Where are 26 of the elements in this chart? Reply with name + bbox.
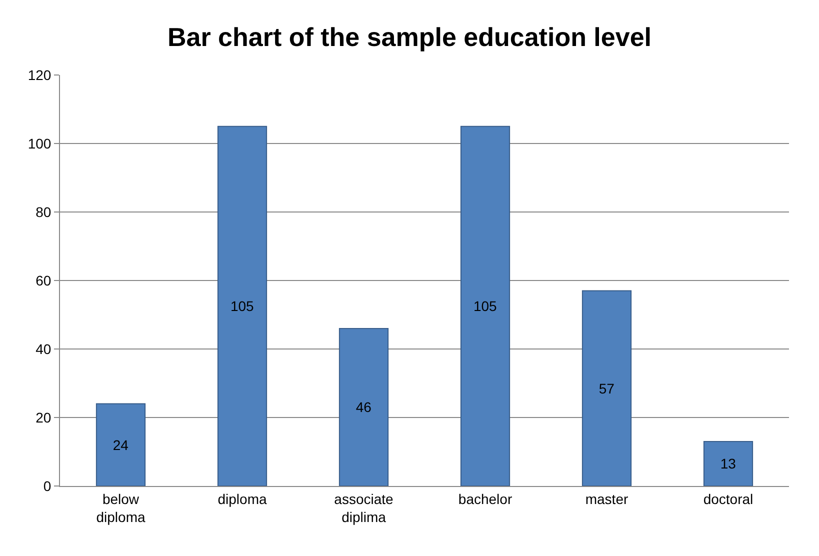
chart-title: Bar chart of the sample education level <box>167 22 652 52</box>
bar <box>460 126 510 486</box>
x-tick-label: associate diplima <box>334 490 394 525</box>
data-label: 105 <box>230 298 254 314</box>
bar <box>96 403 146 486</box>
y-tick-label: 100 <box>28 135 52 152</box>
bar <box>582 290 632 486</box>
bar <box>217 126 268 486</box>
bar <box>338 328 389 486</box>
y-tick-label: 80 <box>36 204 52 220</box>
x-tick-label: doctoral <box>703 490 754 507</box>
y-tick-label: 60 <box>36 272 52 288</box>
y-tick-label: 20 <box>36 409 52 426</box>
data-label: 46 <box>356 399 372 416</box>
x-tick-label: diploma <box>218 490 267 507</box>
data-label: 57 <box>598 380 615 396</box>
y-tick-label: 120 <box>28 66 52 83</box>
data-label: 24 <box>112 436 129 453</box>
x-tick-label: bachelor <box>458 490 512 507</box>
x-tick-label: below diploma <box>96 490 146 525</box>
data-label: 13 <box>720 456 736 472</box>
bar <box>703 440 754 486</box>
data-label: 105 <box>473 298 498 314</box>
y-tick-label: 0 <box>43 478 52 494</box>
x-tick-label: master <box>585 490 628 507</box>
y-tick-label: 40 <box>36 340 52 357</box>
